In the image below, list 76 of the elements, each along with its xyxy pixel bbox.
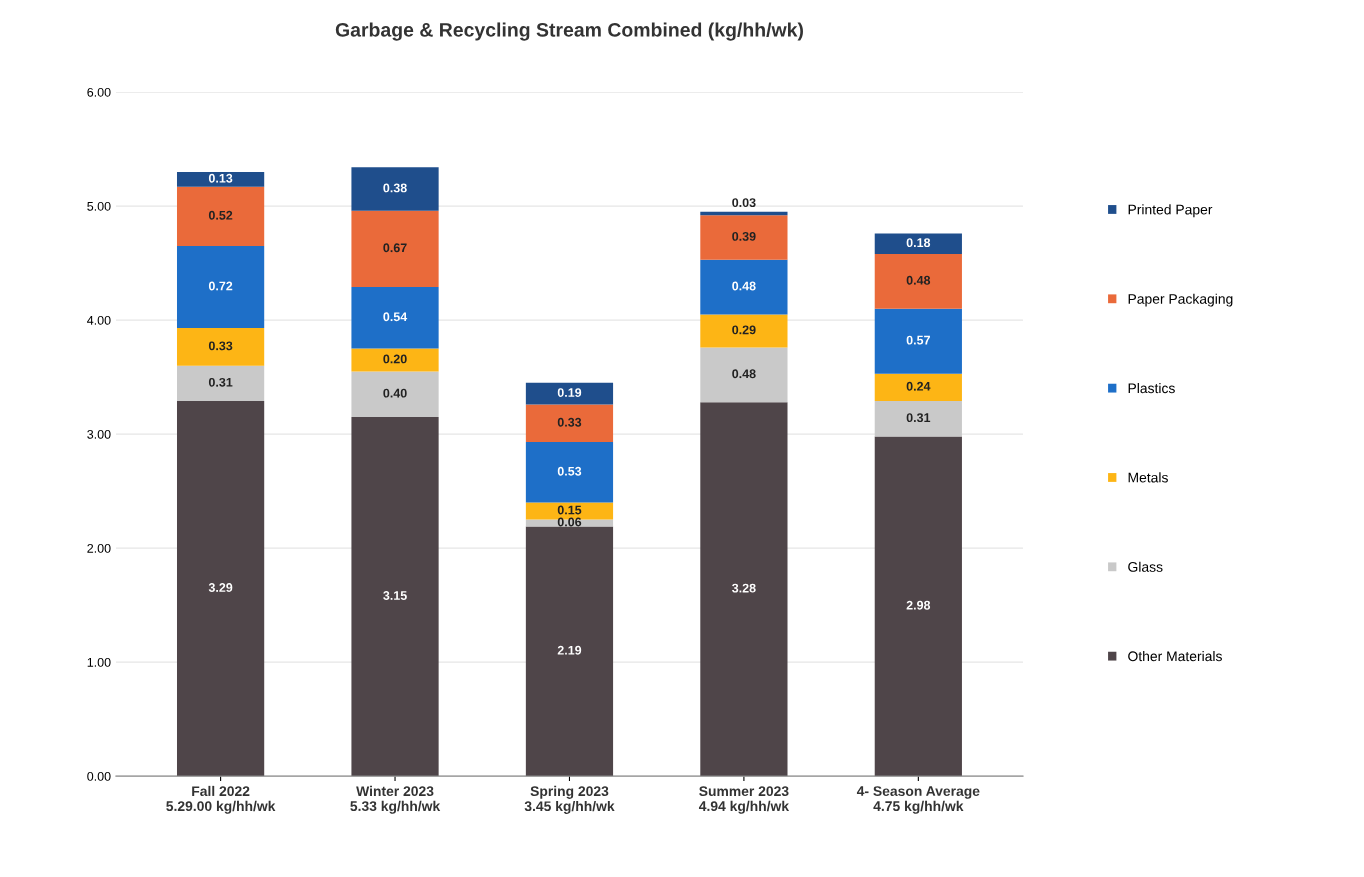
bar [176, 246, 265, 329]
y-tick-label: 2.00 [87, 543, 111, 553]
bar [351, 287, 439, 349]
bar [700, 215, 788, 260]
y-tick-label: 4.00 [87, 315, 111, 325]
data-label: 0.15 [557, 505, 582, 515]
bar [351, 210, 439, 288]
bar [700, 347, 788, 403]
bar [525, 404, 614, 443]
data-label: 0.52 [208, 210, 233, 220]
data-label: 0.72 [208, 281, 233, 291]
data-label: 0.13 [208, 173, 233, 183]
bar [176, 328, 265, 366]
bar [351, 167, 439, 211]
data-label: 0.48 [732, 281, 756, 291]
bar [525, 442, 614, 503]
data-label: 0.31 [208, 377, 233, 387]
x-tick-label: Summer 2023 4.94 kg/hh/wk [698, 786, 790, 814]
data-label: 0.29 [732, 325, 756, 335]
data-label: 3.15 [383, 591, 407, 600]
chart-title: Garbage & Recycling Stream Combined (kg/hh/wk) [335, 22, 803, 41]
data-label: 0.40 [383, 388, 407, 398]
y-tick-label: 1.00 [87, 657, 111, 667]
legend-label: Metals [1128, 472, 1168, 483]
y-tick-label: 6.00 [87, 87, 111, 97]
bar [176, 171, 265, 187]
data-label: 0.67 [383, 243, 407, 253]
y-tick-label: 3.00 [87, 429, 111, 439]
x-tick-label: Spring 2023 3.45 kg/hh/wk [524, 785, 615, 814]
data-label: 0.48 [906, 275, 931, 285]
legend-label: Plastics [1128, 382, 1175, 394]
data-label: 0.19 [557, 388, 582, 397]
data-label: 3.29 [208, 583, 233, 592]
data-label: 0.06 [557, 517, 582, 527]
bar [176, 401, 265, 777]
data-label: 3.28 [732, 583, 756, 593]
bar [176, 186, 265, 246]
data-label: 0.20 [383, 354, 407, 364]
legend-label: Paper Packaging [1128, 293, 1233, 307]
data-label: 0.53 [557, 466, 582, 476]
bar [874, 233, 962, 254]
data-label: 0.48 [732, 369, 756, 379]
bar [351, 417, 439, 777]
data-label: 0.39 [732, 231, 756, 241]
bar [525, 382, 614, 405]
bar [874, 253, 962, 309]
y-tick-label: 0.00 [87, 771, 111, 781]
bar [351, 371, 439, 418]
data-label: 2.19 [557, 645, 582, 655]
x-tick-label: Winter 2023 5.33 kg/hh/wk [350, 785, 441, 814]
legend-label: Glass [1128, 561, 1163, 572]
data-label: 0.57 [906, 335, 930, 345]
bar [351, 348, 439, 372]
data-label: 0.24 [906, 381, 931, 391]
legend-label: Printed Paper [1128, 204, 1213, 218]
bar [176, 365, 265, 402]
legend-label: Other Materials [1128, 650, 1222, 662]
x-tick-label: Fall 2022 5.29.00 kg/hh/wk [166, 785, 276, 814]
data-label: 0.33 [557, 417, 582, 427]
y-tick-label: 5.00 [87, 201, 111, 211]
bar [700, 314, 788, 348]
bar [700, 259, 788, 315]
data-label: 0.33 [208, 341, 233, 351]
bar [525, 526, 614, 777]
bar [700, 402, 788, 777]
data-label: 0.18 [906, 238, 931, 248]
x-tick-label: 4- Season Average 4.75 kg/hh/wk [856, 786, 980, 814]
bar [874, 401, 962, 437]
bar [874, 436, 962, 777]
bar [874, 308, 962, 374]
data-label: 0.03 [732, 198, 756, 208]
data-label: 2.98 [906, 600, 931, 610]
data-label: 0.31 [906, 413, 931, 423]
bar [874, 373, 962, 402]
data-label: 0.54 [383, 312, 408, 322]
data-label: 0.38 [383, 183, 407, 193]
